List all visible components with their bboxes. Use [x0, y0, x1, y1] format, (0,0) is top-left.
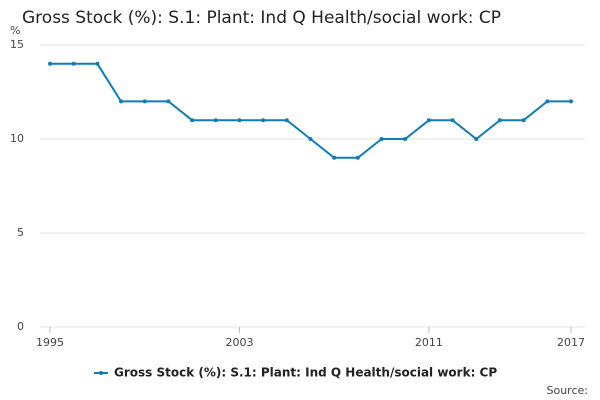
point: [355, 155, 360, 160]
y-tick-label: 5: [17, 226, 24, 239]
point: [474, 137, 479, 141]
point: [237, 118, 242, 123]
chart-title: Gross Stock (%): S.1: Plant: Ind Q Healt…: [22, 8, 501, 28]
point: [332, 155, 337, 160]
point: [308, 137, 313, 141]
x-tick-label: 1995: [36, 336, 64, 349]
point: [190, 118, 195, 123]
point: [213, 118, 218, 123]
series-line: [50, 62, 571, 159]
y-tick-label: 10: [10, 132, 24, 145]
legend-label: Gross Stock (%): S.1: Plant: Ind Q Healt…: [114, 366, 497, 380]
point: [142, 99, 147, 104]
point: [569, 99, 573, 104]
point: [379, 137, 384, 141]
point: [284, 118, 289, 123]
y-tick-label: 0: [17, 320, 24, 333]
point: [95, 61, 100, 66]
point: [497, 118, 502, 123]
y-tick-label: 15: [10, 38, 24, 51]
point: [426, 118, 431, 123]
y-unit: %: [10, 24, 20, 37]
x-tick-label: 2011: [415, 336, 443, 349]
point: [450, 118, 455, 123]
point: [48, 61, 52, 66]
point: [261, 118, 266, 123]
point: [545, 99, 550, 104]
point: [403, 137, 408, 141]
x-tick-label: 2003: [225, 336, 253, 349]
legend-marker: [99, 371, 103, 375]
point: [521, 118, 526, 123]
source: Source:: [547, 384, 589, 397]
point: [71, 61, 76, 66]
x-tick-label: 2017: [557, 336, 585, 349]
point: [119, 99, 124, 104]
point: [166, 99, 171, 104]
